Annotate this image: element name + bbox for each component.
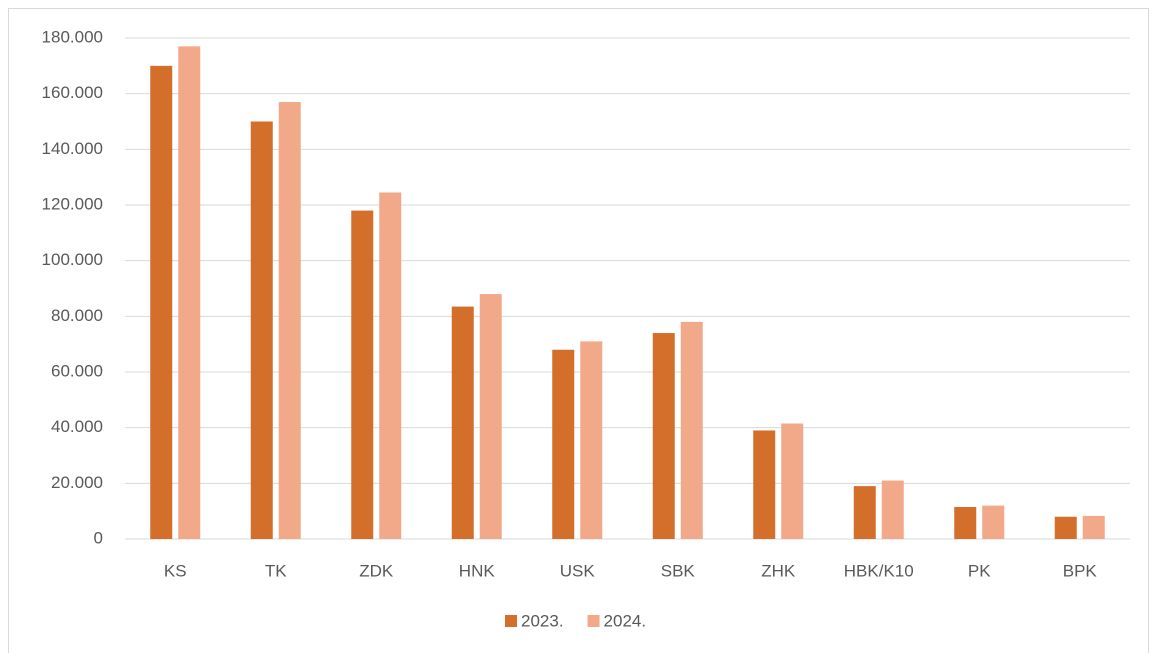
x-tick-label: PK <box>968 561 991 580</box>
y-tick-label: 80.000 <box>51 306 103 325</box>
y-tick-label: 20.000 <box>51 473 103 492</box>
bar <box>379 192 402 539</box>
bar <box>150 65 173 539</box>
x-tick-label: HNK <box>459 561 496 580</box>
bar <box>753 430 776 539</box>
x-tick-label: HBK/K10 <box>844 561 914 580</box>
legend-label: 2024. <box>604 611 647 630</box>
bar <box>178 46 201 539</box>
bar <box>479 294 502 539</box>
bar <box>652 333 675 539</box>
bar <box>680 321 703 539</box>
y-tick-label: 100.000 <box>42 250 103 269</box>
bar <box>954 506 977 539</box>
bar <box>451 306 474 539</box>
y-tick-label: 60.000 <box>51 361 103 380</box>
bar <box>278 102 301 540</box>
bar <box>1054 516 1077 539</box>
bar <box>351 210 374 540</box>
bar <box>853 486 876 539</box>
legend-swatch <box>587 615 600 627</box>
bar <box>250 121 273 539</box>
y-tick-label: 0 <box>94 528 103 547</box>
y-tick-label: 140.000 <box>42 139 103 158</box>
bar <box>1082 515 1105 539</box>
x-tick-label: TK <box>265 561 287 580</box>
bar <box>881 480 904 539</box>
y-tick-label: 180.000 <box>42 27 103 46</box>
y-tick-label: 40.000 <box>51 417 103 436</box>
legend-label: 2023. <box>521 611 564 630</box>
bar <box>982 505 1005 539</box>
x-tick-label: USK <box>560 561 596 580</box>
bar <box>552 349 575 539</box>
x-tick-label: ZHK <box>761 561 796 580</box>
bar <box>781 423 804 539</box>
bar <box>580 341 603 539</box>
x-tick-label: SBK <box>661 561 696 580</box>
x-tick-label: ZDK <box>359 561 394 580</box>
x-tick-label: BPK <box>1063 561 1098 580</box>
y-tick-label: 120.000 <box>42 194 103 213</box>
chart-border <box>8 8 1149 653</box>
x-tick-label: KS <box>164 561 187 580</box>
y-tick-label: 160.000 <box>42 83 103 102</box>
legend-swatch <box>505 615 517 627</box>
